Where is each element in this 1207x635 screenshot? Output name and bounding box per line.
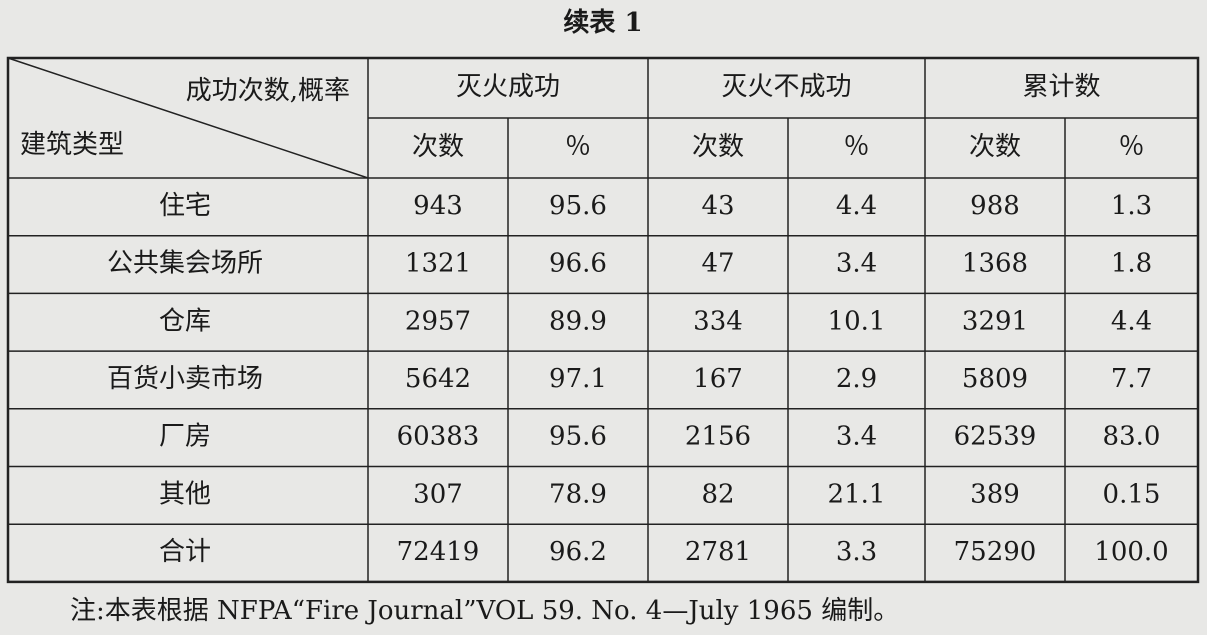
cell-value: 4.4 bbox=[1111, 306, 1152, 336]
cell-value: 82 bbox=[701, 479, 734, 509]
row-label: 其他 bbox=[159, 479, 211, 509]
sub-header: 次数 bbox=[412, 132, 464, 162]
group-header: 灭火不成功 bbox=[721, 72, 851, 102]
cell-value: 21.1 bbox=[828, 479, 886, 509]
cell-value: 43 bbox=[701, 191, 734, 221]
sub-header: 次数 bbox=[692, 132, 744, 162]
cell-value: 1368 bbox=[962, 249, 1028, 279]
cell-value: 7.7 bbox=[1111, 364, 1152, 394]
cell-value: 988 bbox=[970, 191, 1020, 221]
cell-value: 75290 bbox=[954, 537, 1037, 567]
diagonal-line bbox=[7, 57, 369, 179]
table-title: 续表 1 bbox=[563, 7, 642, 38]
cell-value: 95.6 bbox=[549, 422, 607, 452]
cell-value: 60383 bbox=[397, 422, 480, 452]
cell-value: 5809 bbox=[962, 364, 1028, 394]
cell-value: 3.4 bbox=[836, 422, 877, 452]
row-label: 百货小卖市场 bbox=[107, 364, 263, 394]
cell-value: 78.9 bbox=[549, 479, 607, 509]
cell-value: 1321 bbox=[405, 249, 471, 279]
corner-top: 成功次数,概率 bbox=[186, 76, 350, 106]
cell-value: 97.1 bbox=[549, 364, 607, 394]
cell-value: 62539 bbox=[954, 422, 1037, 452]
cell-value: 334 bbox=[693, 306, 743, 336]
cell-value: 3.3 bbox=[836, 537, 877, 567]
corner-bottom: 建筑类型 bbox=[20, 130, 124, 160]
cell-value: 1.8 bbox=[1111, 249, 1152, 279]
row-label: 住宅 bbox=[159, 191, 211, 221]
cell-value: 2957 bbox=[405, 306, 471, 336]
cell-value: 4.4 bbox=[836, 191, 877, 221]
row-label: 公共集会场所 bbox=[107, 249, 263, 279]
sub-header: ％ bbox=[565, 132, 591, 162]
cell-value: 3.4 bbox=[836, 249, 877, 279]
row-label: 厂房 bbox=[159, 422, 211, 452]
row-label: 合计 bbox=[159, 537, 211, 567]
cell-value: 72419 bbox=[397, 537, 480, 567]
cell-value: 100.0 bbox=[1094, 537, 1168, 567]
cell-value: 5642 bbox=[405, 364, 471, 394]
table-note: 注:本表根据 NFPA“Fire Journal”VOL 59. No. 4—J… bbox=[70, 596, 899, 626]
cell-value: 96.6 bbox=[549, 249, 607, 279]
group-header: 灭火成功 bbox=[456, 72, 560, 102]
cell-value: 89.9 bbox=[549, 306, 607, 336]
cell-value: 95.6 bbox=[549, 191, 607, 221]
cell-value: 0.15 bbox=[1103, 479, 1161, 509]
cell-value: 389 bbox=[970, 479, 1020, 509]
cell-value: 3291 bbox=[962, 306, 1028, 336]
cell-value: 307 bbox=[413, 479, 463, 509]
cell-value: 96.2 bbox=[549, 537, 607, 567]
cell-value: 2.9 bbox=[836, 364, 877, 394]
cell-value: 10.1 bbox=[828, 306, 886, 336]
cell-value: 1.3 bbox=[1111, 191, 1152, 221]
cell-value: 47 bbox=[701, 249, 734, 279]
table-border bbox=[6, 56, 1200, 584]
sub-header: ％ bbox=[1118, 132, 1144, 162]
row-label: 仓库 bbox=[159, 306, 211, 336]
cell-value: 2156 bbox=[685, 422, 751, 452]
cell-value: 167 bbox=[693, 364, 743, 394]
cell-value: 83.0 bbox=[1103, 422, 1161, 452]
cell-value: 2781 bbox=[685, 537, 751, 567]
cell-value: 943 bbox=[413, 191, 463, 221]
sub-header: ％ bbox=[843, 132, 869, 162]
group-header: 累计数 bbox=[1022, 72, 1100, 102]
sub-header: 次数 bbox=[969, 132, 1021, 162]
